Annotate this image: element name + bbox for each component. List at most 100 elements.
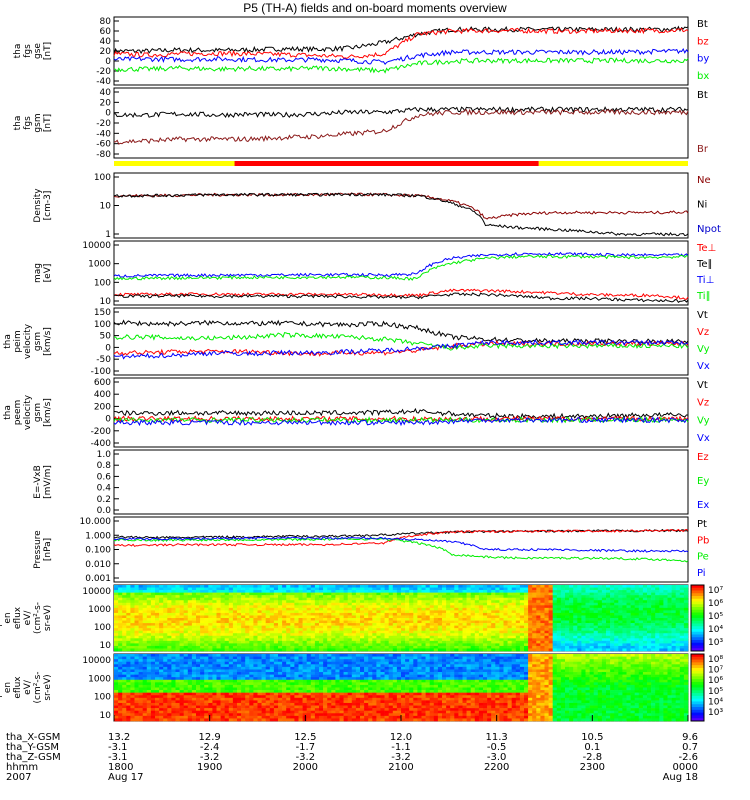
spectrogram-cell [339,595,344,598]
spectrogram-cell [667,625,672,629]
spectrogram-cell [331,592,336,596]
spectrogram-cell [601,610,607,614]
spectrogram-cell [142,635,148,639]
spectrogram-cell [470,640,476,644]
spectrogram-cell [360,648,365,652]
spectrogram-cell [278,708,283,711]
spectrogram-cell [204,625,209,629]
spectrogram-cell [368,635,373,639]
spectrogram-cell [241,664,246,668]
spectrogram-cell [540,620,545,624]
spectrogram-cell [421,607,426,611]
spectrogram-cell [294,643,299,647]
spectrogram-cell [134,590,139,593]
spectrogram-cell [261,702,266,706]
spectrogram-cell [183,633,189,637]
spectrogram-cell [126,638,131,642]
spectrogram-cell [368,630,373,634]
spectrogram-cell [671,607,676,611]
spectrogram-cell [294,618,299,621]
spectrogram-cell [114,618,119,621]
spectrogram-cell [159,702,164,706]
spectrogram-cell [228,625,234,629]
spectrogram-cell [220,700,225,704]
spectrogram-cell [175,713,180,717]
spectrogram-cell [491,587,496,591]
spectrogram-cell [360,633,365,637]
spectrogram-cell [532,600,537,604]
spectrogram-cell [183,630,189,634]
spectrogram-cell [265,610,271,614]
spectrogram-cell [532,628,537,631]
spectrogram-cell [368,592,373,596]
spectrogram-cell [298,607,303,611]
spectrogram-cell [232,656,238,660]
spectrogram-cell [642,620,648,624]
spectrogram-cell [589,590,594,593]
spectrogram-cell [642,615,648,619]
spectrogram-cell [384,640,389,644]
spectrogram-cell [478,645,484,649]
spectrogram-cell [360,638,365,642]
spectrogram-cell [417,625,422,629]
spectrogram-cell [237,715,242,719]
spectrogram-cell [339,615,344,619]
spectrogram-cell [339,643,344,647]
spectrogram-cell [142,664,148,668]
spectrogram-cell [540,623,545,626]
spectrogram-cell [122,656,127,660]
spectrogram-cell [491,610,496,614]
spectrogram-cell [126,666,131,670]
spectrogram-cell [118,638,123,642]
spectrogram-cell [491,615,496,619]
spectrogram-cell [675,587,681,591]
spectrogram-cell [286,656,291,660]
spectrogram-cell [290,612,295,616]
spectrogram-cell [216,633,221,637]
spectrogram-cell [232,643,238,647]
spectrogram-cell [466,618,471,621]
spectrogram-cell [425,607,430,611]
spectrogram-cell [138,690,143,693]
spectrogram-cell [499,620,504,624]
spectrogram-cell [159,640,164,644]
spectrogram-cell [286,672,291,675]
spectrogram-cell [610,645,615,649]
spectrogram-cell [216,625,221,629]
spectrogram-cell [462,620,467,624]
spectrogram-cell [454,595,459,598]
spectrogram-cell [425,612,430,616]
spectrogram-cell [212,628,217,631]
spectrogram-cell [220,635,225,639]
spectrogram-cell [187,687,193,691]
spectrogram-cell [478,607,484,611]
spectrogram-cell [155,628,160,631]
spectrogram-cell [495,648,500,652]
spectrogram-cell [298,612,303,616]
spectrogram-cell [614,605,619,609]
spectrogram-cell [249,600,254,604]
spectrogram-cell [241,700,246,704]
spectrogram-cell [647,635,652,639]
spectrogram-cell [228,605,234,609]
spectrogram-cell [524,633,529,637]
spectrogram-cell [405,645,410,649]
spectrogram-cell [150,623,156,626]
spectrogram-cell [220,648,225,652]
spectrogram-cell [544,623,549,626]
spectrogram-cell [269,700,275,704]
spectrogram-cell [581,640,586,644]
spectrogram-cell [208,672,213,675]
spectrogram-cell [146,625,152,629]
spectrogram-cell [175,602,180,606]
spectrogram-cell [454,638,459,642]
spectrogram-cell [351,587,357,591]
spectrogram-cell [351,592,357,596]
spectrogram-cell [142,666,148,670]
spectrogram-cell [261,687,266,691]
spectrogram-cell [224,718,230,722]
spectrogram-cell [286,654,291,657]
spectrogram-cell [360,607,365,611]
spectrogram-cell [265,612,271,616]
spectrogram-cell [593,585,599,588]
